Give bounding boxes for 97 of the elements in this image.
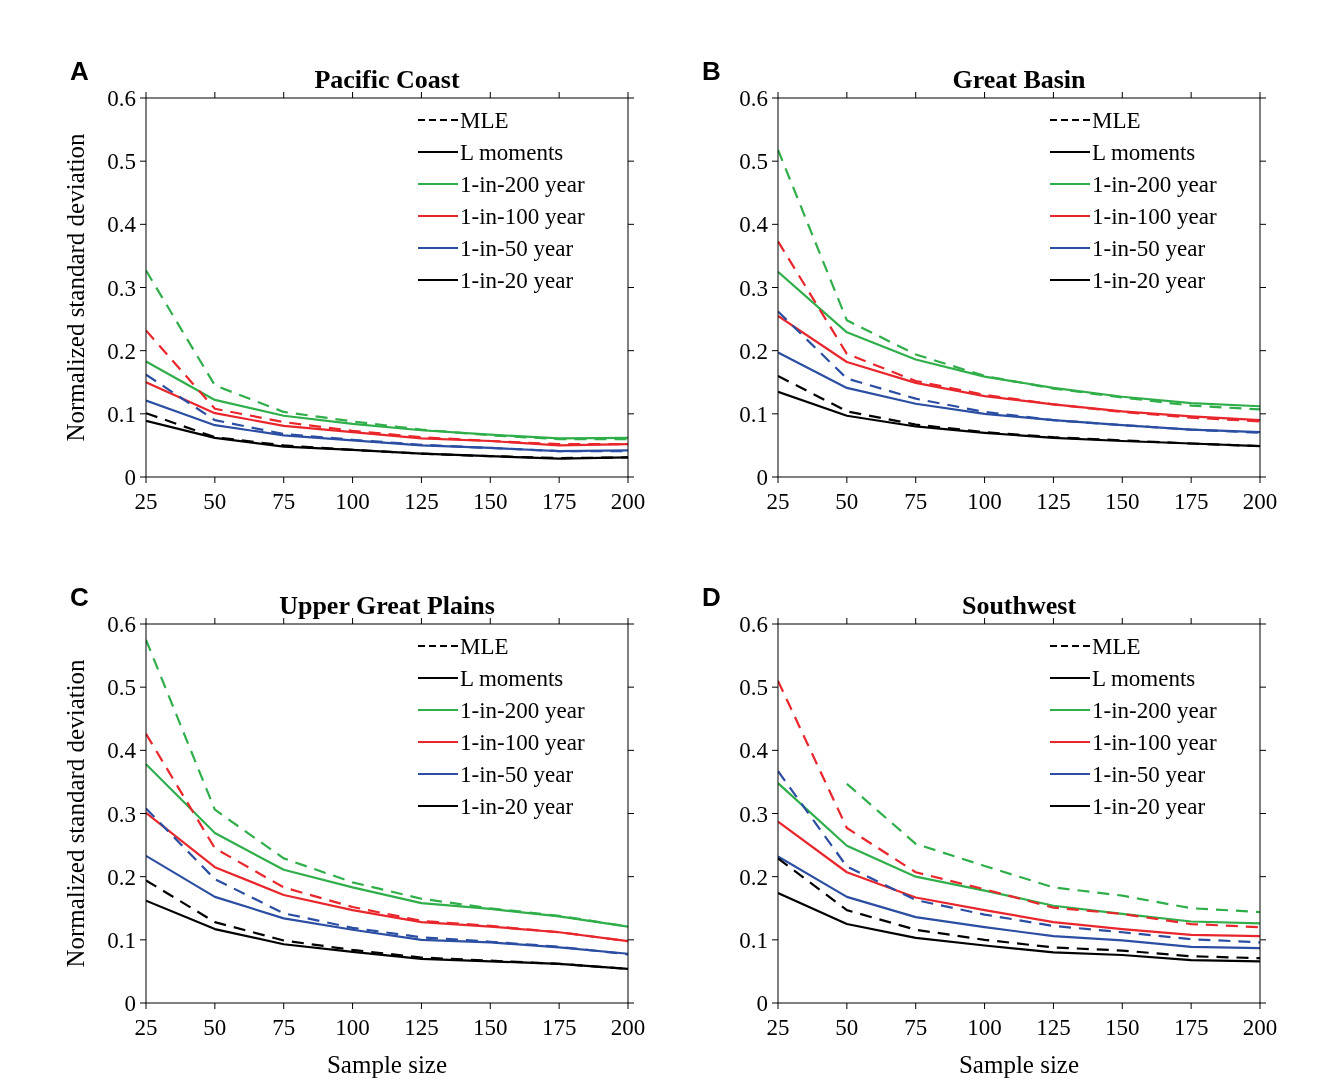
x-tick-label: 75 — [904, 1015, 928, 1040]
y-tick-label: 0.5 — [739, 149, 768, 175]
x-tick-label: 175 — [1173, 1015, 1209, 1040]
annotation: L moments — [1092, 666, 1196, 691]
annotation: MLE — [460, 634, 509, 659]
y-tick-label: 0.2 — [107, 864, 136, 890]
legend-label: 1-in-200 year — [1092, 172, 1217, 197]
y-tick-label: 0 — [756, 465, 768, 490]
legend-label: 1-in-100 year — [1092, 730, 1217, 755]
legend-label: 1-in-20 year — [460, 794, 574, 819]
x-tick-label: 175 — [541, 489, 577, 514]
x-tick-label: 75 — [904, 489, 928, 514]
legend-label: 1-in-50 year — [460, 762, 574, 787]
y-tick-label: 0.6 — [739, 612, 768, 637]
y-tick-label: 0.4 — [107, 212, 137, 238]
x-tick-label: 150 — [473, 489, 508, 514]
x-axis-title: Sample size — [958, 1051, 1080, 1078]
x-tick-label: 100 — [335, 489, 370, 514]
x-axis-title: Sample size — [326, 1051, 448, 1078]
x-tick-label: 125 — [1036, 1015, 1071, 1040]
x-tick-label: 100 — [967, 1015, 1002, 1040]
y-tick-label: 0.3 — [739, 275, 768, 301]
x-tick-label: 175 — [541, 1015, 577, 1040]
text: D — [702, 582, 721, 612]
chart-title: Pacific Coast — [314, 65, 460, 94]
chart-title: Upper Great Plains — [279, 591, 495, 620]
y-axis-title: Normalized standard deviation — [62, 658, 89, 968]
x-tick-label: 75 — [272, 489, 296, 514]
x-tick-label: 50 — [203, 489, 227, 514]
x-tick-label: 125 — [1036, 489, 1071, 514]
x-tick-label: 125 — [404, 489, 439, 514]
legend-label: 1-in-200 year — [460, 172, 585, 197]
y-tick-label: 0 — [124, 465, 136, 490]
x-tick-label: 50 — [835, 1015, 859, 1040]
x-tick-label: 25 — [134, 489, 158, 514]
x-tick-label: 75 — [272, 1015, 296, 1040]
y-tick-label: 0.6 — [107, 86, 136, 111]
y-tick-label: 0.1 — [739, 401, 768, 427]
x-tick-label: 25 — [766, 489, 790, 514]
y-tick-label: 0.4 — [739, 212, 769, 238]
legend-label: 1-in-50 year — [1092, 762, 1206, 787]
annotation: MLE — [1092, 108, 1141, 133]
y-tick-label: 0.3 — [739, 801, 768, 827]
y-axis-title: Normalized standard deviation — [62, 132, 89, 442]
y-tick-label: 0.4 — [739, 738, 769, 764]
y-tick-label: 0.2 — [107, 338, 136, 364]
legend-label: 1-in-50 year — [460, 236, 574, 261]
legend-label: 1-in-200 year — [1092, 698, 1217, 723]
legend-label: 1-in-20 year — [1092, 268, 1206, 293]
legend-label: 1-in-100 year — [460, 730, 585, 755]
text: C — [70, 582, 89, 612]
y-tick-label: 0.5 — [107, 675, 136, 701]
legend-label: 1-in-200 year — [460, 698, 585, 723]
chart-title: Southwest — [961, 591, 1077, 620]
x-tick-label: 150 — [1105, 1015, 1140, 1040]
annotation: L moments — [460, 140, 564, 165]
x-tick-label: 100 — [335, 1015, 370, 1040]
x-tick-label: 200 — [610, 489, 646, 514]
y-tick-label: 0.6 — [739, 86, 768, 111]
y-tick-label: 0.6 — [107, 612, 136, 637]
x-tick-label: 200 — [1242, 1015, 1278, 1040]
chart-title: Great Basin — [952, 65, 1087, 94]
y-tick-label: 0.5 — [739, 675, 768, 701]
x-tick-label: 50 — [203, 1015, 227, 1040]
x-tick-label: 125 — [404, 1015, 439, 1040]
x-tick-label: 25 — [134, 1015, 158, 1040]
x-tick-label: 50 — [835, 489, 859, 514]
y-tick-label: 0.3 — [107, 801, 136, 827]
y-tick-label: 0.1 — [739, 927, 768, 953]
x-tick-label: 200 — [1242, 489, 1278, 514]
text: B — [702, 56, 721, 86]
y-tick-label: 0.3 — [107, 275, 136, 301]
line-series — [778, 820, 1260, 938]
legend-label: 1-in-50 year — [1092, 236, 1206, 261]
x-tick-label: 25 — [766, 1015, 790, 1040]
legend-label: 1-in-20 year — [460, 268, 574, 293]
annotation: MLE — [460, 108, 509, 133]
y-tick-label: 0 — [124, 991, 136, 1016]
y-tick-label: 0 — [756, 991, 768, 1016]
x-tick-label: 200 — [610, 1015, 646, 1040]
annotation: L moments — [1092, 140, 1196, 165]
x-tick-label: 100 — [967, 489, 1002, 514]
x-tick-label: 175 — [1173, 489, 1209, 514]
annotation: MLE — [1092, 634, 1141, 659]
y-tick-label: 0.1 — [107, 401, 136, 427]
text: A — [70, 56, 89, 86]
legend-label: 1-in-20 year — [1092, 794, 1206, 819]
y-tick-label: 0.2 — [739, 864, 768, 890]
y-tick-label: 0.1 — [107, 927, 136, 953]
y-tick-label: 0.2 — [739, 338, 768, 364]
y-tick-label: 0.4 — [107, 738, 137, 764]
x-tick-label: 150 — [1105, 489, 1140, 514]
y-tick-label: 0.5 — [107, 149, 136, 175]
annotation: L moments — [460, 666, 564, 691]
legend-label: 1-in-100 year — [1092, 204, 1217, 229]
x-tick-label: 150 — [473, 1015, 508, 1040]
legend-label: 1-in-100 year — [460, 204, 585, 229]
